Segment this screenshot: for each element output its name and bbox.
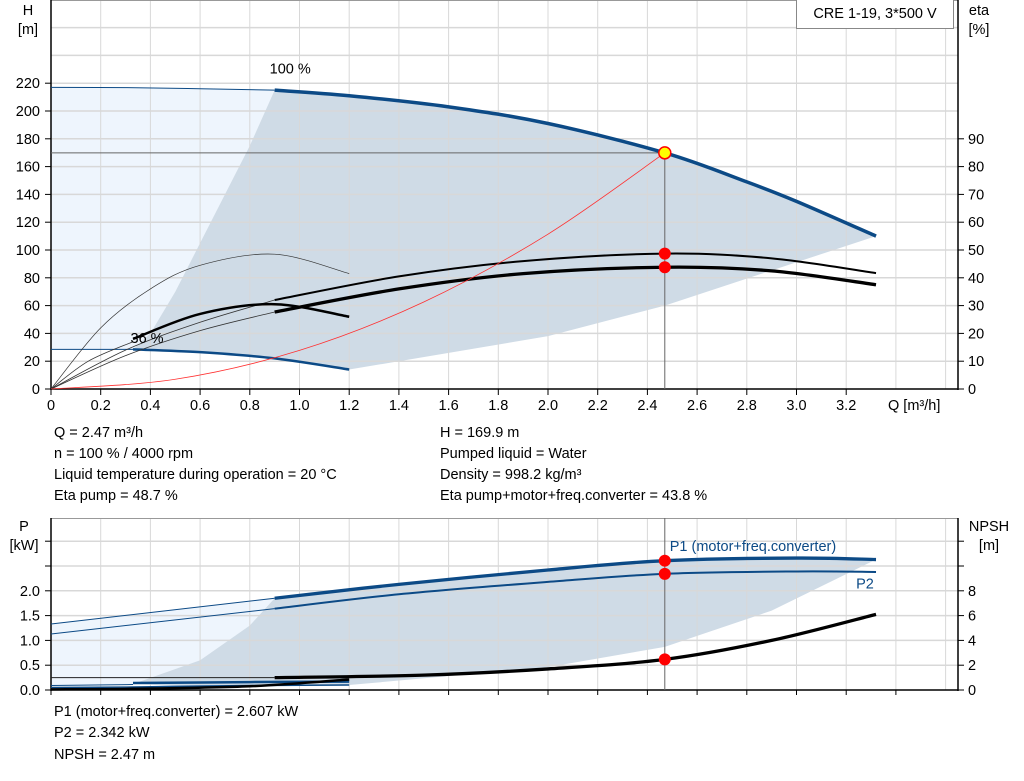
p-tick-label: 1.5 xyxy=(20,609,40,625)
curve-eta-pump xyxy=(274,252,877,302)
curve-eta36 xyxy=(132,302,350,341)
x-tick-label: 1.0 xyxy=(289,398,309,414)
x-tick-label: 2.2 xyxy=(588,398,608,414)
x-tick-label: 0 xyxy=(47,398,55,414)
readout-speed: n = 100 % / 4000 rpm xyxy=(54,446,194,462)
eta-tick-label: 70 xyxy=(968,187,984,203)
h-tick-label: 20 xyxy=(24,354,40,370)
readout-density: Density = 998.2 kg/m³ xyxy=(440,467,582,483)
h-axis-label: H [m] xyxy=(17,3,39,38)
curve-p1 xyxy=(274,556,877,600)
h-tick-label: 160 xyxy=(16,160,40,176)
readout-liquid: Pumped liquid = Water xyxy=(440,446,587,462)
h-tick-label: 60 xyxy=(24,299,40,315)
curve-h100 xyxy=(274,88,877,238)
x-tick-label: 3.2 xyxy=(836,398,856,414)
eta-tick-label: 20 xyxy=(968,326,984,342)
curve-label: 36 % xyxy=(131,331,164,347)
eta-tick-label: 90 xyxy=(968,132,984,148)
curve-h36 xyxy=(132,348,350,371)
readout-q: Q = 2.47 m³/h xyxy=(54,425,144,441)
p-tick-label: 0.0 xyxy=(20,683,40,699)
curve-label: P1 (motor+freq.converter) xyxy=(670,539,836,555)
low-flow-region xyxy=(51,598,275,686)
h-tick-label: 40 xyxy=(24,326,40,342)
curve-npsh-36 xyxy=(50,678,350,691)
curve-npsh xyxy=(274,612,877,680)
h-tick-label: 0 xyxy=(32,382,40,398)
eta-tick-label: 50 xyxy=(968,243,984,259)
readout-temperature: Liquid temperature during operation = 20… xyxy=(54,467,337,483)
readout-p2: P2 = 2.342 kW xyxy=(54,725,150,741)
readout-eta-total: Eta pump+motor+freq.converter = 43.8 % xyxy=(440,488,708,504)
p-axis-label: P [kW] xyxy=(9,519,39,554)
x-tick-label: 1.4 xyxy=(389,398,409,414)
curve-system xyxy=(50,152,666,390)
curve-eta36-pump xyxy=(50,253,350,390)
curve-eta-total-ext xyxy=(50,311,275,390)
x-tick-label: 0.4 xyxy=(140,398,160,414)
x-tick-label: 2.6 xyxy=(687,398,707,414)
readout-eta-pump: Eta pump = 48.7 % xyxy=(54,488,178,504)
h-tick-label: 100 xyxy=(16,243,40,259)
q-axis-label: Q [m³/h] xyxy=(888,398,941,414)
x-tick-label: 1.2 xyxy=(339,398,359,414)
duty-point xyxy=(658,146,672,160)
h-tick-label: 220 xyxy=(16,76,40,92)
x-tick-label: 2.0 xyxy=(538,398,558,414)
npsh-tick-label: 0 xyxy=(968,683,976,699)
x-tick-label: 3.0 xyxy=(786,398,806,414)
npsh-tick-label: 4 xyxy=(968,633,976,649)
eta-tick-label: 80 xyxy=(968,160,984,176)
curve-p2-ext xyxy=(50,608,275,635)
h-tick-label: 200 xyxy=(16,104,40,120)
readout-h: H = 169.9 m xyxy=(440,425,520,441)
p-tick-label: 2.0 xyxy=(20,584,40,600)
npsh-tick-label: 8 xyxy=(968,584,976,600)
h-tick-label: 80 xyxy=(24,271,40,287)
curve-p1-ext xyxy=(50,597,275,625)
eta-tick-label: 60 xyxy=(968,215,984,231)
x-tick-label: 0.6 xyxy=(190,398,210,414)
npsh-tick-label: 6 xyxy=(968,609,976,625)
eta-axis-label: eta [%] xyxy=(968,3,990,38)
x-tick-label: 2.4 xyxy=(637,398,657,414)
readout-npsh: NPSH = 2.47 m xyxy=(54,747,156,763)
eta-tick-label: 10 xyxy=(968,354,984,370)
h-tick-label: 180 xyxy=(16,132,40,148)
curve-eta-pump-ext xyxy=(50,299,275,390)
eta-tick-label: 40 xyxy=(968,271,984,287)
operating-point-p xyxy=(658,554,671,567)
npsh-axis-label: NPSH [m] xyxy=(968,519,1010,554)
eta-total-point xyxy=(658,261,671,274)
npsh-tick-label: 2 xyxy=(968,658,976,674)
curve-p2 xyxy=(274,570,877,610)
eta-tick-label: 0 xyxy=(968,382,976,398)
operating-point-npsh xyxy=(658,653,671,666)
curve-eta36-ext xyxy=(50,341,134,390)
p-tick-label: 1.0 xyxy=(20,633,40,649)
curve-label: 100 % xyxy=(270,61,311,77)
readout-p1: P1 (motor+freq.converter) = 2.607 kW xyxy=(54,704,299,720)
curve-p2-36 xyxy=(50,684,350,689)
eta-tick-label: 30 xyxy=(968,299,984,315)
h-tick-label: 140 xyxy=(16,187,40,203)
x-tick-label: 1.6 xyxy=(439,398,459,414)
x-tick-label: 0.8 xyxy=(240,398,260,414)
operating-point-p xyxy=(658,567,671,580)
x-tick-label: 1.8 xyxy=(488,398,508,414)
curve-eta-total xyxy=(274,265,877,314)
x-tick-label: 0.2 xyxy=(91,398,111,414)
h-tick-label: 120 xyxy=(16,215,40,231)
x-tick-label: 2.8 xyxy=(737,398,757,414)
curve-h100-ext xyxy=(50,86,275,91)
eta-pump-point xyxy=(658,247,671,260)
model-label: CRE 1-19, 3*500 V xyxy=(796,0,954,29)
operating-region xyxy=(133,90,877,370)
curve-p1-36-ext xyxy=(50,684,134,687)
curve-label: P2 xyxy=(856,576,874,592)
p-tick-label: 0.5 xyxy=(20,658,40,674)
